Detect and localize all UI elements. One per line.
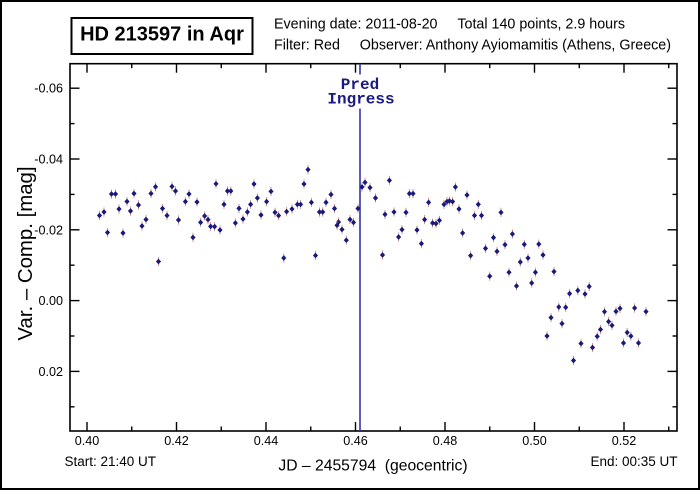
svg-text:-0.06: -0.06 (34, 82, 63, 96)
svg-text:0.46: 0.46 (343, 434, 368, 448)
svg-text:0.40: 0.40 (75, 434, 100, 448)
svg-text:JD – 2455794 (geocentric): JD – 2455794 (geocentric) (278, 458, 467, 475)
svg-text:Pred: Pred (341, 76, 379, 94)
svg-text:Start: 21:40 UT: Start: 21:40 UT (65, 454, 157, 469)
svg-text:Ingress: Ingress (327, 91, 394, 109)
svg-text:Var. – Comp. [mag]: Var. – Comp. [mag] (15, 166, 37, 340)
svg-text:0.42: 0.42 (164, 434, 189, 448)
svg-text:End: 00:35 UT: End: 00:35 UT (590, 454, 677, 469)
svg-text:0.02: 0.02 (38, 365, 63, 379)
svg-text:HD 213597 in Aqr: HD 213597 in Aqr (80, 24, 244, 46)
svg-text:0.48: 0.48 (433, 434, 458, 448)
svg-text:0.44: 0.44 (254, 434, 279, 448)
svg-text:0.00: 0.00 (38, 294, 63, 308)
svg-text:-0.02: -0.02 (34, 223, 63, 237)
svg-text:0.50: 0.50 (522, 434, 547, 448)
svg-text:Evening date: 2011-08-20 T: Evening date: 2011-08-20 Total 140 point… (274, 17, 625, 33)
svg-text:Filter: Red Observer: Anth: Filter: Red Observer: Anthony Ayiomamiti… (274, 38, 671, 54)
svg-text:0.52: 0.52 (612, 434, 637, 448)
svg-text:-0.04: -0.04 (34, 153, 63, 167)
